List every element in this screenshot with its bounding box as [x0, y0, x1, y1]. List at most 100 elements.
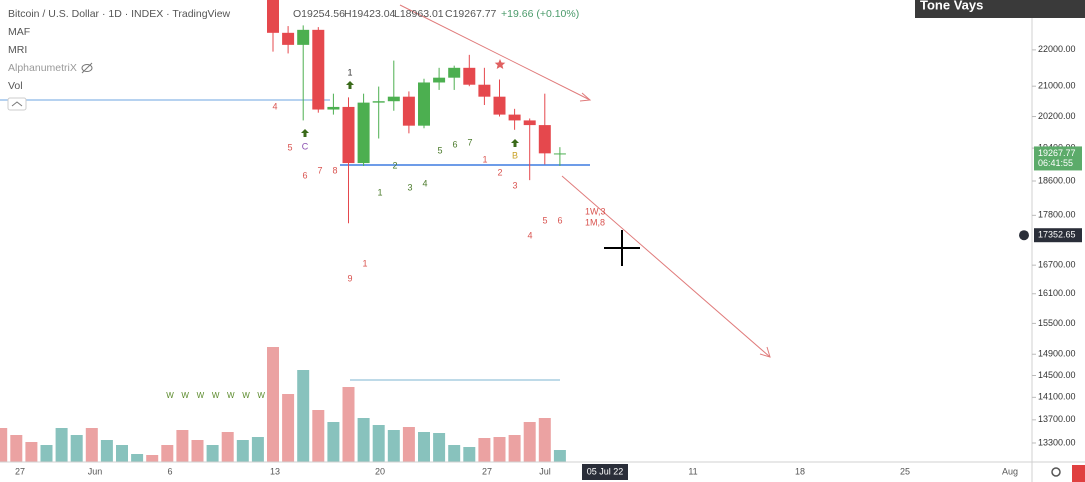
corner-badge	[1072, 465, 1085, 482]
volume-bar	[508, 435, 521, 462]
candle-body	[493, 96, 506, 115]
x-tick-label: Jun	[88, 466, 103, 476]
candle-body	[387, 96, 400, 102]
indicator[interactable]: Vol	[8, 80, 23, 92]
indicator[interactable]: MRI	[8, 44, 27, 56]
volume-bar	[25, 442, 38, 462]
hidden-icon[interactable]	[81, 62, 93, 74]
annotation: 7	[467, 137, 472, 147]
w-mark: W	[242, 391, 250, 400]
candle-body	[342, 106, 355, 164]
y-tick-label: 14900.00	[1038, 349, 1076, 359]
annotation: 8	[332, 165, 337, 175]
volume-bar	[493, 437, 506, 462]
up-arrow	[346, 81, 354, 89]
x-tick-label: 25	[900, 466, 910, 476]
volume-bar	[70, 435, 83, 462]
x-tick-label: 20	[375, 466, 385, 476]
x-tick-label: 27	[15, 466, 25, 476]
ohlc-close: C19267.77	[445, 8, 497, 20]
volume-bar	[418, 432, 430, 462]
candle-body	[523, 120, 536, 126]
volume-bar	[372, 425, 385, 462]
annotation: B	[512, 150, 518, 160]
x-tick-label: 11	[688, 466, 697, 476]
candle-body	[508, 114, 521, 121]
countdown-label: 06:41:55	[1038, 158, 1073, 168]
last-price-box	[1034, 146, 1082, 171]
w-mark: W	[257, 391, 265, 400]
annotation: 1	[377, 187, 382, 197]
volume-bar	[55, 428, 68, 462]
volume-bar	[116, 445, 128, 462]
arrow-head	[759, 346, 771, 358]
y-tick-label: 16100.00	[1038, 288, 1076, 298]
volume-bar	[553, 450, 566, 462]
candle-body	[448, 67, 461, 78]
w-mark: W	[181, 391, 189, 400]
annotations: 4 5 C 6 7 8 1 9 1 1 2 3 4 5 6 7 1 2 B 3 …	[272, 59, 606, 283]
trend-line	[399, 4, 591, 101]
annotation: 5	[287, 142, 292, 152]
annotation: 4	[272, 101, 277, 111]
annotation: 3	[512, 180, 517, 190]
annotation: 9	[347, 273, 352, 283]
ohlc-high: H19423.04	[344, 8, 396, 20]
ohlc-change: +19.66 (+0.10%)	[501, 8, 579, 20]
volume-bar	[342, 387, 355, 462]
w-mark: W	[166, 391, 174, 400]
volume-bar	[40, 445, 53, 462]
y-tick-label: 14100.00	[1038, 392, 1076, 402]
volume-bar	[85, 428, 98, 462]
candle-body	[357, 102, 370, 164]
annotation: 4	[527, 230, 532, 240]
candle-body	[553, 153, 566, 155]
arrow-head	[579, 92, 592, 102]
candle-body	[297, 29, 310, 45]
y-tick-label: 13700.00	[1038, 414, 1076, 424]
annotation: 3	[407, 182, 412, 192]
settings-icon[interactable]	[1051, 467, 1061, 477]
crosshair-plus	[1019, 230, 1029, 241]
candle-body	[463, 67, 476, 85]
volume-bar	[176, 430, 189, 462]
annotation: 1M,8	[585, 217, 605, 227]
y-tick-label: 22000.00	[1038, 44, 1076, 54]
crosshair-price-label: 17352.65	[1038, 230, 1076, 240]
ohlc-low: L18963.01	[394, 8, 444, 20]
volume-bar	[131, 454, 144, 462]
annotation: 2	[497, 167, 502, 177]
volume-bar	[523, 422, 536, 462]
volume-bar	[478, 438, 491, 462]
candle-body	[433, 77, 446, 83]
x-tick-label: 05 Jul 22	[587, 466, 624, 476]
last-price-label: 19267.77	[1038, 148, 1076, 158]
star	[494, 59, 506, 69]
volume-bar	[538, 418, 551, 462]
volume-bar	[206, 445, 219, 462]
x-tick-label: 6	[167, 466, 172, 476]
collapse-button[interactable]	[7, 97, 27, 111]
webcam-label: Tone Vays	[920, 0, 983, 12]
annotation: 6	[452, 139, 457, 149]
annotation: 7	[317, 165, 322, 175]
crosshair-price-box	[1034, 228, 1082, 243]
ohlc-open: O19254.56	[293, 8, 345, 20]
w-mark: W	[212, 391, 220, 400]
indicator[interactable]: MAF	[8, 26, 30, 38]
candle-body	[312, 29, 325, 110]
up-arrow	[511, 139, 519, 147]
indicator[interactable]: AlphanumetriX	[8, 62, 77, 74]
annotation: 5	[437, 145, 442, 155]
candle-body	[418, 82, 430, 126]
candle-body	[267, 0, 279, 33]
candle-body	[402, 96, 415, 126]
volume-bar	[297, 370, 310, 462]
candle-body	[478, 84, 491, 97]
candle-body	[538, 125, 551, 154]
y-tick-label: 18600.00	[1038, 175, 1076, 185]
collapse-icon	[11, 101, 23, 107]
annotation: 6	[302, 170, 307, 180]
annotation: 1	[362, 258, 367, 268]
y-tick-label: 15500.00	[1038, 318, 1076, 328]
